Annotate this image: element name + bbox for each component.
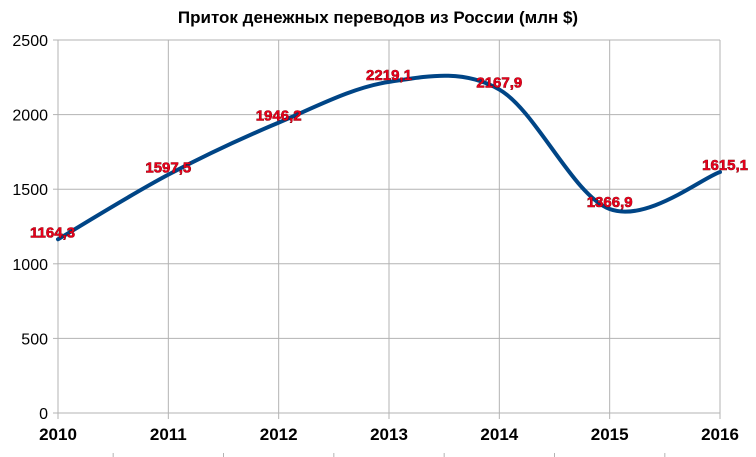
x-tick-label: 2011 xyxy=(150,425,187,444)
series-lines xyxy=(56,73,722,242)
y-tick-label: 500 xyxy=(21,331,48,348)
data-label: 1615,1 xyxy=(702,157,748,174)
x-tick-label: 2016 xyxy=(701,425,739,444)
data-label: 1946,2 xyxy=(256,108,302,125)
axes: 0 500 1000 1500 2000 2500 2010 2011 2012 2013 2014… xyxy=(12,33,739,457)
data-label: 2219,1 xyxy=(366,67,412,84)
grid-lines xyxy=(57,39,721,414)
data-label: 1597,5 xyxy=(145,160,191,177)
y-tick-label: 2500 xyxy=(12,33,48,50)
y-tick-label: 0 xyxy=(39,406,48,423)
y-tick-label: 1000 xyxy=(12,257,48,274)
data-label: 1164,3 xyxy=(30,224,75,241)
x-tick-label: 2010 xyxy=(39,425,77,444)
series-line xyxy=(56,73,722,242)
data-label: 2167,9 xyxy=(476,75,522,92)
x-tick-label: 2015 xyxy=(591,425,629,444)
data-labels: 1164,3 1597,5 1946,2 2219,1 2167,9 1366,9 1615… xyxy=(30,67,749,242)
chart-title: Приток денежных переводов из России (млн… xyxy=(177,8,579,27)
y-tick-label: 2000 xyxy=(12,108,48,125)
y-tick-label: 1500 xyxy=(12,182,48,199)
data-label: 1366,9 xyxy=(587,194,633,211)
x-tick-label: 2013 xyxy=(370,425,408,444)
x-tick-label: 2014 xyxy=(480,425,518,444)
x-tick-label: 2012 xyxy=(260,425,298,444)
